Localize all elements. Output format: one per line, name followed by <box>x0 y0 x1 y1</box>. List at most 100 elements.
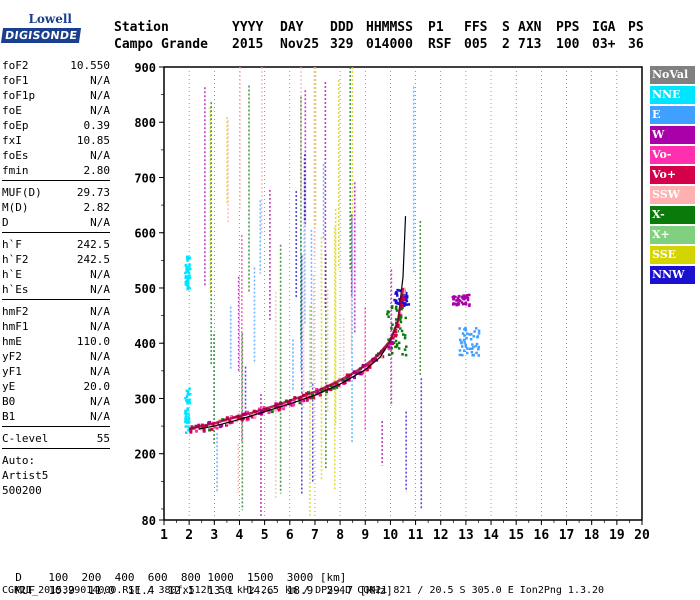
param-value: 2.82 <box>83 201 111 214</box>
echo-point <box>403 302 406 305</box>
echo-point <box>464 326 467 330</box>
echo-point <box>405 299 409 303</box>
echo-point <box>273 408 277 412</box>
echo-point <box>397 347 401 350</box>
echo-point <box>187 412 190 416</box>
echo-point <box>185 395 189 399</box>
echo-point <box>185 279 188 283</box>
echo-point <box>457 299 461 302</box>
param-value: N/A <box>90 104 110 117</box>
param-row: D N/A <box>2 215 110 230</box>
direction-legend: NoVal NNE E W Vo- Vo+ SSW X- X+ SSE NNW <box>650 66 695 286</box>
param-name: foF1p <box>2 89 36 102</box>
echo-point <box>475 342 479 346</box>
echo-point <box>188 287 191 290</box>
param-row: h`F 242.5 <box>2 237 110 252</box>
echo-point <box>188 392 192 396</box>
echo-point <box>399 289 402 292</box>
echo-point <box>202 429 206 433</box>
echo-point <box>399 312 403 316</box>
logo-line1: Lowell <box>28 12 72 26</box>
y-tick-label: 200 <box>134 448 156 462</box>
header-value: 100 <box>556 37 580 52</box>
echo-point <box>189 430 193 434</box>
param-row: MUF(D) 29.73 <box>2 185 110 200</box>
y-tick-label: 800 <box>134 116 156 130</box>
echo-point <box>347 376 351 380</box>
legend-item: NoVal <box>650 66 695 84</box>
echo-point <box>403 336 407 340</box>
param-value: N/A <box>90 74 110 87</box>
x-tick-label: 16 <box>534 528 550 543</box>
echo-point <box>468 304 471 307</box>
echo-point <box>404 334 407 337</box>
echo-point <box>468 333 472 336</box>
param-value: N/A <box>90 350 110 363</box>
footer-file-info: CGK21_2015329014000.RSF / 380fx512h 50 k… <box>2 585 605 596</box>
param-value: N/A <box>90 216 110 229</box>
echo-point <box>452 302 456 305</box>
param-row: h`Es N/A <box>2 282 110 297</box>
echo-point <box>394 345 397 348</box>
echo-point <box>387 338 390 341</box>
param-value: 242.5 <box>76 238 110 251</box>
echo-point <box>403 348 407 351</box>
echo-point <box>462 294 465 297</box>
header-value: Campo Grande <box>114 37 208 52</box>
echo-point <box>387 315 390 319</box>
footer-muf-values: 10.9 11.0 11.4 12.1 13.1 14.6 18.9 29.7 … <box>48 584 393 597</box>
echo-point <box>401 301 404 305</box>
legend-item: W <box>650 126 695 144</box>
param-row: yE 20.0 <box>2 379 110 394</box>
echo-point <box>404 292 408 295</box>
echo-point <box>395 343 399 346</box>
auto-text: Auto: <box>2 454 36 467</box>
echo-point <box>329 388 333 392</box>
echo-point <box>356 371 360 375</box>
echo-point <box>302 396 306 400</box>
echo-point <box>404 297 408 301</box>
echo-point <box>188 263 191 266</box>
param-value: 110.0 <box>76 335 110 348</box>
echo-point <box>394 318 398 321</box>
echo-point <box>464 328 468 332</box>
echo-point <box>401 353 404 356</box>
echo-point <box>292 400 296 404</box>
param-row: M(D) 2.82 <box>2 200 110 215</box>
param-value: 10.85 <box>76 134 110 147</box>
echo-point <box>399 320 403 324</box>
echo-point <box>458 353 462 357</box>
echo-point <box>246 410 250 414</box>
param-name: fmin <box>2 164 29 177</box>
echo-point <box>470 332 473 336</box>
param-row: B0 N/A <box>2 394 110 409</box>
echo-point <box>220 424 224 428</box>
y-tick-label: 500 <box>134 282 156 296</box>
echo-point <box>288 403 292 407</box>
scaled-parameters-panel: foF2 10.550 foF1 N/A foF1p N/A foE N/A foEp 0.39 f… <box>2 58 110 498</box>
x-tick-label: 13 <box>458 528 474 543</box>
x-tick-label: 10 <box>383 528 399 543</box>
echo-point <box>188 398 191 401</box>
x-tick-label: 20 <box>634 528 650 543</box>
echo-point <box>395 344 399 348</box>
param-separator <box>2 232 110 237</box>
echo-point <box>395 292 399 295</box>
echo-point <box>311 393 315 397</box>
footer-distance-values: 100 200 400 600 800 1000 1500 3000 [km] <box>48 571 347 584</box>
header-value: 005 <box>464 37 488 52</box>
echo-point <box>362 370 366 374</box>
echo-point <box>477 329 481 333</box>
echo-point <box>291 402 295 406</box>
y-tick-label: 900 <box>134 61 156 75</box>
y-tick-label: 700 <box>134 171 156 185</box>
param-name: D <box>2 216 9 229</box>
echo-point <box>462 349 466 352</box>
echo-point <box>378 354 382 358</box>
echo-point <box>367 364 371 368</box>
echo-point <box>278 406 282 410</box>
echo-point <box>392 341 396 345</box>
x-tick-label: 19 <box>609 528 625 543</box>
echo-point <box>381 355 385 359</box>
header-label: HHMMSS <box>366 20 413 35</box>
